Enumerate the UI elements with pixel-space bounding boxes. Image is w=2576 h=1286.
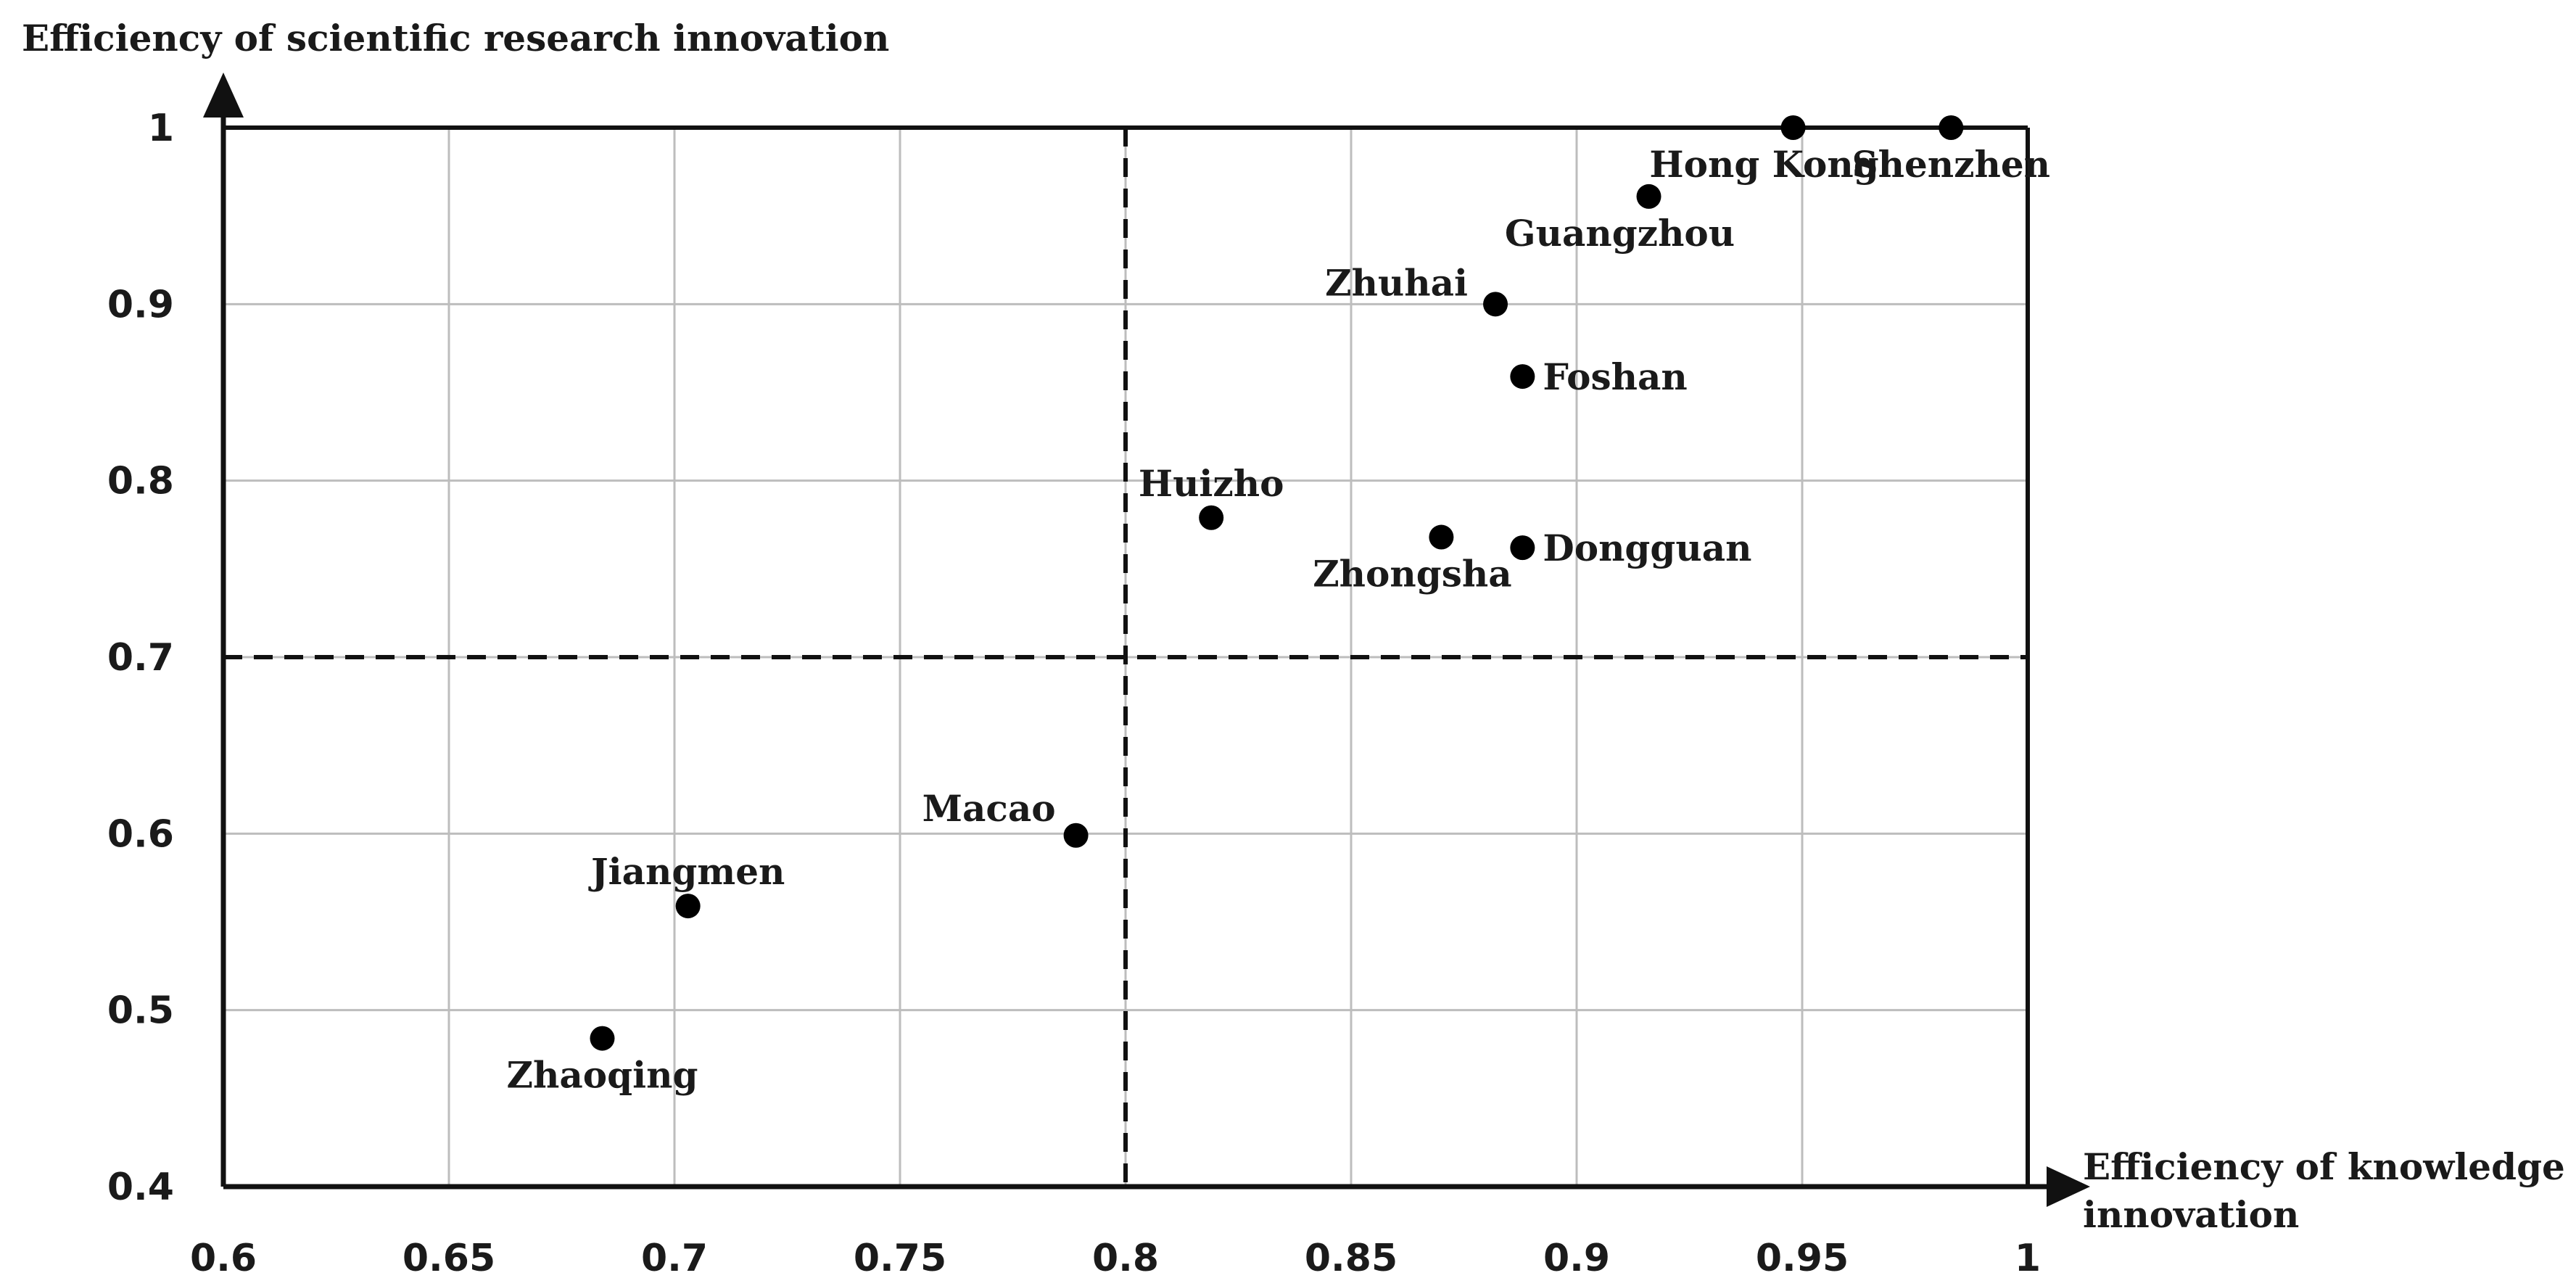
x-tick-label-0: 0.6 bbox=[190, 1237, 257, 1280]
point-label-dongguan: Dongguan bbox=[1543, 527, 1751, 569]
axis-titles: Efficiency of scientific research innova… bbox=[22, 17, 2565, 1236]
x-axis-arrowhead bbox=[2047, 1166, 2090, 1207]
point-label-shenzhen: Shenzhen bbox=[1852, 143, 2050, 186]
point-label-macao: Macao bbox=[922, 787, 1056, 830]
x-axis-title-line-1: innovation bbox=[2083, 1193, 2299, 1236]
x-tick-label-2: 0.7 bbox=[641, 1237, 708, 1280]
threshold-lines bbox=[223, 128, 2028, 1187]
point-label-hong-kong: Hong Kong bbox=[1649, 143, 1878, 186]
point-label-jiangmen: Jiangmen bbox=[588, 850, 785, 893]
y-tick-label-5: 0.9 bbox=[107, 283, 174, 326]
x-tick-label-3: 0.75 bbox=[854, 1237, 946, 1280]
point-label-foshan: Foshan bbox=[1543, 355, 1687, 398]
point-zhuhai bbox=[1483, 292, 1508, 317]
point-guangzhou bbox=[1636, 184, 1661, 209]
point-shenzhen bbox=[1939, 115, 1964, 140]
x-axis-title-line-0: Efficiency of knowledge bbox=[2083, 1145, 2565, 1188]
point-label-huizho: Huizho bbox=[1139, 462, 1284, 505]
point-zhaoqing bbox=[590, 1026, 615, 1051]
y-tick-label-2: 0.6 bbox=[107, 812, 174, 856]
point-label-guangzhou: Guangzhou bbox=[1505, 212, 1735, 255]
y-tick-label-0: 0.4 bbox=[107, 1166, 174, 1209]
point-label-zhaoqing: Zhaoqing bbox=[507, 1054, 698, 1097]
point-zhongsha bbox=[1429, 524, 1454, 550]
y-axis-title: Efficiency of scientific research innova… bbox=[22, 17, 889, 59]
point-foshan bbox=[1510, 364, 1535, 389]
point-huizho bbox=[1199, 505, 1224, 530]
y-tick-label-4: 0.8 bbox=[107, 460, 174, 503]
y-tick-label-1: 0.5 bbox=[107, 989, 174, 1033]
x-tick-label-4: 0.8 bbox=[1092, 1237, 1159, 1280]
y-axis-arrowhead bbox=[203, 73, 244, 118]
point-jiangmen bbox=[675, 894, 701, 919]
point-label-zhongsha: Zhongsha bbox=[1313, 553, 1511, 595]
point-macao bbox=[1063, 823, 1089, 848]
data-points bbox=[590, 115, 1964, 1051]
x-tick-label-1: 0.65 bbox=[402, 1237, 495, 1280]
x-tick-label-5: 0.85 bbox=[1305, 1237, 1398, 1280]
y-tick-label-3: 0.7 bbox=[107, 636, 174, 680]
x-tick-label-8: 1 bbox=[2015, 1237, 2041, 1280]
x-tick-label-7: 0.95 bbox=[1756, 1237, 1849, 1280]
axes bbox=[203, 73, 2090, 1207]
point-dongguan bbox=[1510, 535, 1535, 561]
y-tick-label-6: 1 bbox=[148, 107, 174, 150]
point-label-zhuhai: Zhuhai bbox=[1325, 261, 1468, 304]
tick-labels: 0.6 0.65 0.7 0.75 0.8 0.85 0.9 0.95 1 0.4 0.5 0.6 0.… bbox=[107, 107, 2041, 1280]
point-hong-kong bbox=[1780, 115, 1806, 140]
x-tick-label-6: 0.9 bbox=[1543, 1237, 1610, 1280]
